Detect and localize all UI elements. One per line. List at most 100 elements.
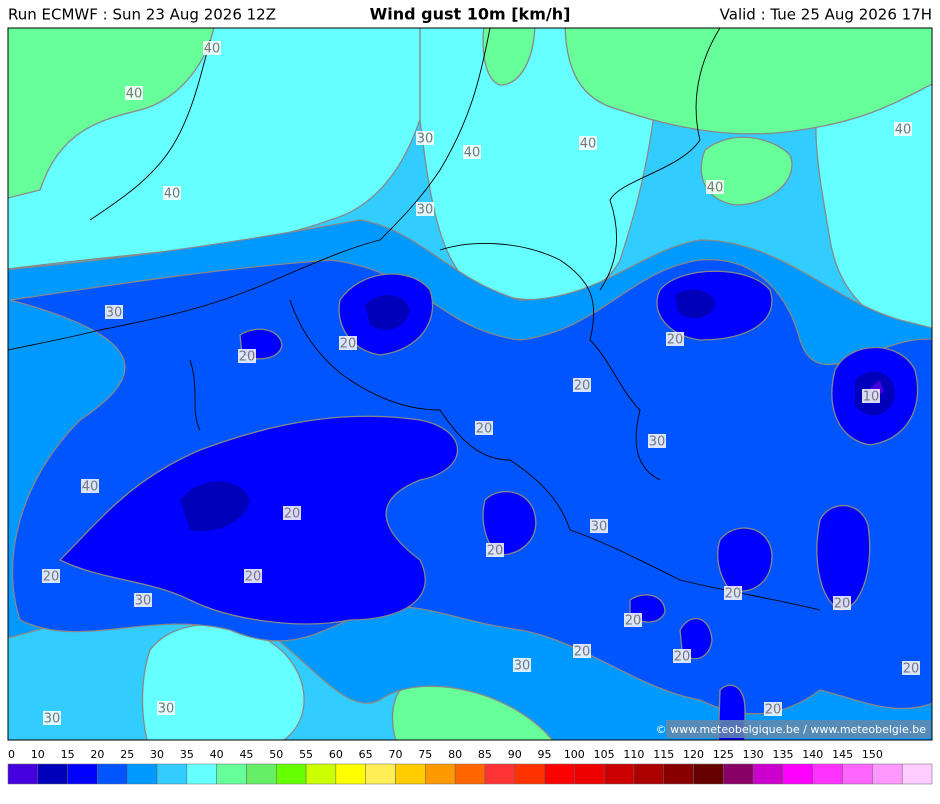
contour-label: 30 [106, 306, 123, 321]
contour-label-bg [833, 596, 851, 610]
contour-label: 30 [649, 435, 666, 450]
contour-label: 30 [158, 702, 175, 717]
field-area [58, 415, 459, 625]
contour-label: 30 [417, 203, 434, 218]
contour-label-bg [416, 131, 434, 145]
legend-tick-label: 25 [120, 748, 134, 761]
contour-label-bg [764, 702, 782, 716]
contour-label-bg [81, 479, 99, 493]
legend-swatch [365, 763, 396, 785]
contour-label: 30 [514, 659, 531, 674]
run-info: Run ECMWF : Sun 23 Aug 2026 12Z [8, 6, 276, 24]
contour-label: 30 [591, 520, 608, 535]
contour-label: 30 [135, 594, 152, 609]
legend-swatch [395, 763, 426, 785]
contour-label: 20 [674, 650, 691, 665]
legend-swatch [782, 763, 814, 785]
legend-swatch [723, 763, 754, 785]
contour-label-bg [902, 661, 920, 675]
contour-label-bg [105, 305, 123, 319]
legend-swatch [156, 763, 188, 785]
legend-swatch [842, 763, 873, 785]
legend-tick-label: 100 [564, 748, 585, 761]
contour-label-bg [463, 145, 481, 159]
legend-tick-label: 105 [594, 748, 615, 761]
legend-swatch [126, 763, 158, 785]
legend-tick-label: 50 [269, 748, 283, 761]
field-area [717, 527, 773, 592]
contour-label-bg [724, 586, 742, 600]
legend-swatch [67, 763, 98, 785]
field-area [365, 294, 410, 330]
credit-box [666, 720, 931, 738]
contour-label-bg [579, 136, 597, 150]
legend-tick-label: 125 [713, 748, 734, 761]
contour-label: 20 [834, 597, 851, 612]
contour-label-bg [573, 644, 591, 658]
legend-swatch [335, 763, 366, 785]
contour-label-bg [238, 349, 256, 363]
map-frame [7, 27, 933, 741]
contour-label-bg [706, 180, 724, 194]
contour-label: 20 [340, 337, 357, 352]
contour-label-bg [42, 569, 60, 583]
legend-tick-label: 150 [862, 748, 883, 761]
legend-swatch [216, 763, 247, 785]
legend-tick-label: 80 [448, 748, 462, 761]
contour-label-bg [513, 658, 531, 672]
legend-tick-label: 55 [299, 748, 313, 761]
field-area [482, 28, 536, 86]
legend-swatch [7, 763, 39, 785]
legend-swatch [901, 763, 933, 785]
legend-tick-label: 130 [743, 748, 764, 761]
contour-label: 40 [126, 87, 143, 102]
legend-tick-label: 60 [329, 748, 343, 761]
field-area [180, 481, 250, 532]
legend-tick-label: 120 [683, 748, 704, 761]
contour-label: 20 [625, 614, 642, 629]
valid-time: Valid : Tue 25 Aug 2026 17H [720, 6, 932, 24]
legend-swatch [603, 763, 635, 785]
contour-label-bg [666, 332, 684, 346]
contour-label: 40 [464, 146, 481, 161]
contour-label: 20 [43, 570, 60, 585]
legend-tick-label: 75 [418, 748, 432, 761]
contour-label-bg [862, 389, 880, 403]
legend-swatch [752, 763, 784, 785]
contour-label: 20 [725, 587, 742, 602]
credit: © www.meteobelgique.be / www.meteobelgie… [656, 723, 927, 736]
legend-swatch [425, 763, 456, 785]
contour-label-bg [486, 543, 504, 557]
contour-label-bg [894, 122, 912, 136]
contour-label: 20 [574, 379, 591, 394]
legend-swatch [186, 763, 217, 785]
legend-swatch [305, 763, 337, 785]
contour-label-bg [648, 434, 666, 448]
contour-label: 30 [417, 132, 434, 147]
contour-label: 40 [707, 181, 724, 196]
contour-label: 30 [44, 712, 61, 727]
field-area [816, 504, 871, 611]
contour-label-bg [624, 613, 642, 627]
legend-swatch [544, 763, 575, 785]
contour-label-bg [283, 506, 301, 520]
field [8, 28, 932, 740]
field-area [482, 491, 537, 556]
contour-label-bg [590, 519, 608, 533]
contour-label: 20 [574, 645, 591, 660]
legend-swatch [574, 763, 605, 785]
legend-tick-label: 0 [8, 748, 15, 761]
legend-tick-label: 35 [180, 748, 194, 761]
legend-swatch [812, 763, 843, 785]
legend-swatch [276, 763, 307, 785]
contour-label: 20 [239, 350, 256, 365]
legend-swatch [514, 763, 545, 785]
map-title: Wind gust 10m [km/h] [370, 5, 571, 24]
contour-label: 40 [895, 123, 912, 138]
contour-label-bg [244, 569, 262, 583]
legend-tick-label: 85 [478, 748, 492, 761]
contour-label-bg [157, 701, 175, 715]
legend-tick-label: 110 [623, 748, 644, 761]
contour-label-bg [43, 711, 61, 725]
field-area [675, 289, 715, 319]
